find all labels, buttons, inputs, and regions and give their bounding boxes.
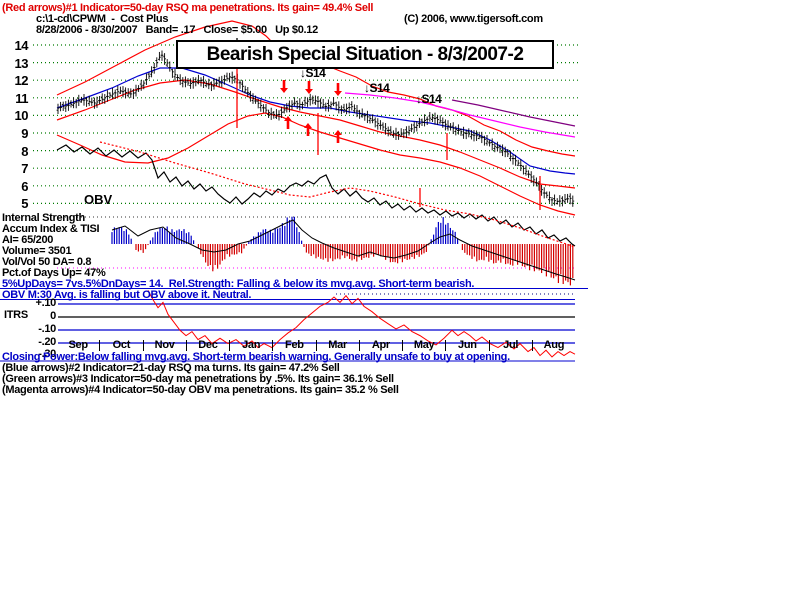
month-label: Mar	[315, 340, 359, 351]
price-axis-label: 6	[21, 179, 28, 194]
red-up-arrow-head	[304, 123, 312, 128]
price-axis-label: 8	[21, 144, 28, 159]
obv-line	[56, 144, 576, 247]
itrs-tick-label: 0	[50, 310, 56, 322]
lower-red-band	[56, 112, 576, 216]
red-up-arrow-head	[334, 130, 342, 135]
itrs-tick-label: -.10	[38, 323, 56, 335]
volume-label: Volume= 3501	[2, 245, 72, 257]
title-box: Bearish Special Situation - 8/3/2007-2	[176, 40, 554, 69]
price-axis-label: 13	[14, 56, 29, 71]
vol-ratio-label: Vol/Vol 50 DA= 0.8	[2, 256, 92, 268]
purple-ma	[451, 99, 576, 127]
red-up-arrow-head	[284, 116, 292, 121]
s14-annotation: ↓S14	[364, 81, 390, 95]
magenta-obv-ma	[344, 92, 576, 138]
tisi-line	[111, 219, 576, 281]
month-label: Jun	[445, 340, 488, 351]
month-axis: Sep Oct Nov Dec Jan Feb Mar Apr May Jun …	[57, 340, 575, 351]
price-axis-label: 12	[14, 73, 29, 88]
itrs-tick-label: -.20	[38, 336, 56, 348]
month-label: May	[402, 340, 445, 351]
s14-annotation: ↓S14	[416, 92, 442, 106]
obv-series-label: OBV	[84, 192, 113, 207]
month-label: Sep	[68, 339, 88, 351]
chart-title: Bearish Special Situation - 8/3/2007-2	[206, 44, 524, 65]
price-axis-label: 11	[15, 91, 28, 106]
price-axis-label: 5	[21, 196, 28, 211]
ai-value-label: AI= 65/200	[2, 234, 54, 246]
indicator4-legend: (Magenta arrows)#4 Indicator=50-day OBV …	[2, 384, 399, 396]
itrs-panel-label: ITRS	[4, 309, 28, 321]
red-down-arrow-head	[334, 91, 342, 96]
obv-comment-line: OBV M:30 Avg. is falling but OBV above i…	[2, 289, 252, 301]
month-label: Jan	[229, 340, 272, 351]
internal-strength-label: Internal Strength	[2, 212, 85, 224]
indicator2-legend: (Blue arrows)#2 Indicator=21-day RSQ ma …	[2, 362, 340, 374]
itrs-line	[147, 290, 576, 358]
obv-ma-red-dotted	[99, 141, 576, 248]
indicator1-legend: (Red arrows)#1 Indicator=50-day RSQ ma p…	[2, 2, 374, 14]
month-label: Feb	[272, 340, 315, 351]
date-range-label: 8/28/2006 - 8/30/2007 Band= .17 Close= $…	[36, 24, 318, 36]
month-label: Oct	[99, 340, 142, 351]
file-path-label: c:\1-cd\CPWM - Cost Plus	[36, 13, 169, 25]
upper-red-band	[56, 20, 576, 157]
month-label: Apr	[358, 340, 402, 351]
indicator3-legend: (Green arrows)#3 Indicator=50-day ma pen…	[2, 373, 394, 385]
red-down-arrow-head	[305, 89, 313, 94]
pct-days-up-label: Pct.of Days Up= 47%	[2, 267, 106, 279]
month-label: Dec	[185, 340, 229, 351]
month-label: Jul	[488, 340, 532, 351]
month-label: Nov	[142, 340, 186, 351]
s14-annotation: ↓S14	[300, 66, 326, 80]
copyright-label: (C) 2006, www.tigersoft.com	[404, 13, 543, 25]
itrs-tick-label: -.30	[38, 348, 56, 360]
red-50day-ma	[56, 79, 576, 189]
itrs-tick-label: +.10	[35, 297, 56, 309]
month-label: Aug	[531, 340, 575, 351]
red-down-arrow-head	[280, 88, 288, 93]
price-axis-label: 10	[14, 108, 29, 123]
closing-power-line: Closing Power:Below falling mvg.avg. Sho…	[2, 351, 510, 363]
price-axis-label: 7	[21, 161, 28, 176]
price-axis-label: 9	[21, 126, 28, 141]
updays-comment-line: 5%UpDays= 7vs.5%DnDays= 14. Rel.Strength…	[2, 278, 475, 290]
accum-index-label: Accum Index & TISI	[2, 223, 100, 235]
price-axis-label: 14	[14, 38, 29, 53]
